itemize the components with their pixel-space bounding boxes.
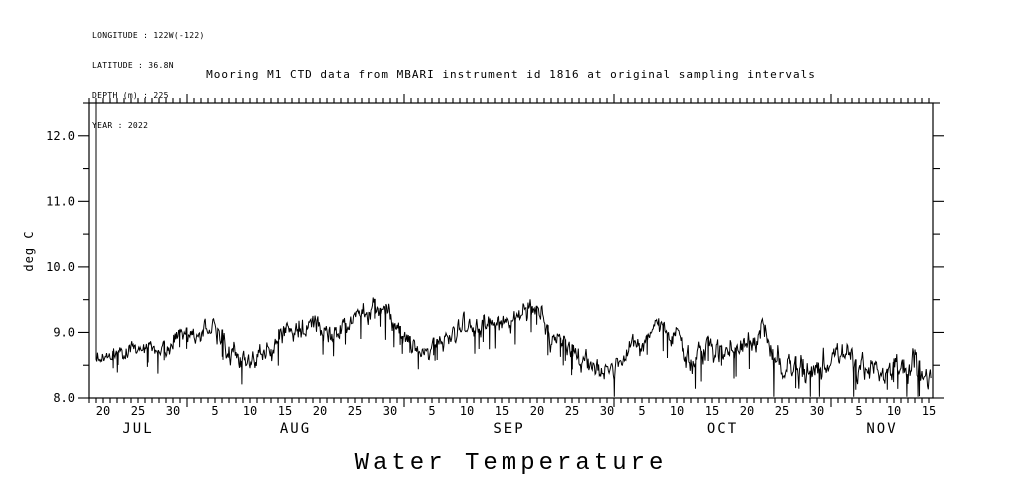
svg-text:20: 20 xyxy=(530,404,544,418)
svg-text:25: 25 xyxy=(565,404,579,418)
svg-text:OCT: OCT xyxy=(707,421,738,437)
plot-title: Mooring M1 CTD data from MBARI instrumen… xyxy=(206,68,816,81)
x-axis-title: Water Temperature xyxy=(354,450,668,477)
svg-text:10.0: 10.0 xyxy=(46,260,75,274)
svg-text:NOV: NOV xyxy=(866,421,897,437)
svg-text:12.0: 12.0 xyxy=(46,129,75,143)
svg-text:20: 20 xyxy=(740,404,754,418)
y-axis-title: deg C xyxy=(22,230,36,271)
svg-text:20: 20 xyxy=(96,404,110,418)
svg-text:25: 25 xyxy=(131,404,145,418)
svg-text:30: 30 xyxy=(600,404,614,418)
svg-text:10: 10 xyxy=(243,404,257,418)
svg-text:10: 10 xyxy=(887,404,901,418)
svg-text:9.0: 9.0 xyxy=(53,325,75,339)
svg-text:15: 15 xyxy=(705,404,719,418)
svg-text:20: 20 xyxy=(313,404,327,418)
y-axis-ticks xyxy=(78,102,944,399)
svg-text:11.0: 11.0 xyxy=(46,194,75,208)
plot-frame xyxy=(88,102,934,399)
svg-text:5: 5 xyxy=(855,404,862,418)
x-axis-month-labels: JUL AUG SEP OCT NOV xyxy=(122,421,897,437)
svg-text:15: 15 xyxy=(278,404,292,418)
svg-text:25: 25 xyxy=(775,404,789,418)
svg-text:JUL: JUL xyxy=(122,421,153,437)
svg-text:AUG: AUG xyxy=(280,421,311,437)
svg-text:5: 5 xyxy=(428,404,435,418)
svg-text:15: 15 xyxy=(922,404,936,418)
info-year: YEAR : 2022 xyxy=(92,121,149,130)
svg-text:15: 15 xyxy=(495,404,509,418)
info-longitude: LONGITUDE : 122W(-122) xyxy=(92,31,205,40)
svg-text:10: 10 xyxy=(460,404,474,418)
svg-text:8.0: 8.0 xyxy=(53,391,75,405)
svg-text:25: 25 xyxy=(348,404,362,418)
info-latitude: LATITUDE : 36.8N xyxy=(92,61,174,70)
svg-text:5: 5 xyxy=(638,404,645,418)
svg-text:30: 30 xyxy=(383,404,397,418)
temperature-series-line xyxy=(95,103,932,397)
y-axis-tick-labels: 8.0 9.0 10.0 11.0 12.0 xyxy=(46,129,75,405)
x-axis-ticks xyxy=(88,94,930,407)
info-depth: DEPTH (m) : 225 xyxy=(92,91,169,100)
svg-text:deg C: deg C xyxy=(22,230,36,271)
svg-text:30: 30 xyxy=(166,404,180,418)
svg-text:5: 5 xyxy=(211,404,218,418)
station-info-block: LONGITUDE : 122W(-122) LATITUDE : 36.8N … xyxy=(92,11,205,141)
x-axis-day-labels: 20 25 30 5 10 15 20 25 30 5 10 15 20 25 30 5 10 15 20 25 30 5… xyxy=(96,404,936,418)
svg-text:10: 10 xyxy=(670,404,684,418)
svg-text:30: 30 xyxy=(810,404,824,418)
svg-text:SEP: SEP xyxy=(493,421,524,437)
